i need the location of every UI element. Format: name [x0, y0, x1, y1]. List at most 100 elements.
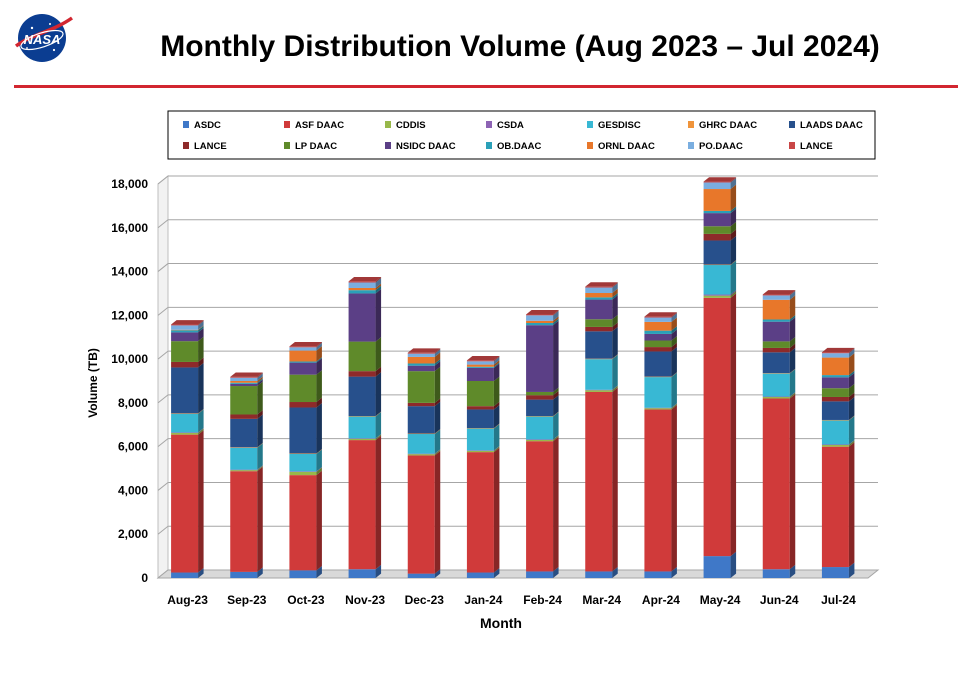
bar-side [257, 465, 263, 472]
bar-side [375, 366, 382, 377]
bar-face [526, 320, 554, 323]
bar-face [585, 571, 613, 578]
bar-side [198, 363, 204, 414]
bar-side [257, 443, 263, 470]
bar-side [671, 329, 677, 341]
bar-side [198, 328, 204, 342]
bar-segment [407, 401, 441, 434]
bar-face [230, 377, 258, 381]
bar-side [434, 359, 441, 366]
bar-side [730, 260, 737, 295]
bar-side [671, 342, 677, 352]
bar-segment [526, 435, 559, 440]
bar-side [612, 354, 618, 390]
bar-segment [821, 353, 855, 376]
bar-segment [644, 403, 677, 410]
bar-side [316, 403, 322, 454]
bar-side [316, 449, 322, 472]
bar-side [612, 354, 618, 360]
bar-face [821, 388, 849, 397]
bar-side [789, 343, 796, 353]
bar-face [407, 406, 435, 434]
bar-segment [703, 206, 737, 214]
bar-segment [407, 366, 441, 403]
bar-side [553, 316, 559, 323]
bar-face [348, 438, 376, 441]
bar-face [407, 365, 435, 372]
bar-face [348, 376, 376, 417]
bar-face [703, 181, 731, 183]
bar-side [553, 435, 559, 442]
bar-segment [289, 342, 322, 348]
bar-side [493, 447, 500, 573]
bar-segment [348, 433, 382, 439]
bar-segment [526, 310, 559, 316]
bar-face [821, 353, 849, 358]
bar-segment [171, 357, 204, 368]
bar-side [257, 381, 263, 415]
legend-label: LANCE [194, 141, 227, 152]
bar-face [466, 367, 494, 381]
bar-face [289, 570, 317, 578]
bar-side [316, 346, 322, 362]
bar-segment [289, 397, 322, 408]
bar-segment [703, 260, 737, 266]
bar-segment [526, 435, 559, 442]
bar-face [762, 321, 790, 342]
bar-face [762, 569, 790, 578]
bar-segment [526, 436, 559, 572]
bar-segment [348, 435, 382, 570]
bar-face [762, 373, 790, 397]
bar-segment [644, 317, 677, 331]
bar-stack-apr-24 [644, 312, 677, 578]
bar-face [703, 210, 731, 214]
bar-segment [644, 405, 677, 572]
bar-segment [348, 372, 382, 417]
bar-segment [644, 347, 677, 377]
bar-segment [348, 285, 382, 294]
bar-segment [289, 342, 322, 351]
bar-segment [466, 376, 500, 407]
bar-face [526, 439, 554, 442]
gridline [157, 219, 878, 229]
bar-side [493, 356, 500, 365]
bar-stack-aug-23 [171, 320, 204, 578]
bar-segment [703, 290, 737, 296]
y-tick-label: 6,000 [118, 440, 148, 454]
bar-segment [348, 337, 382, 372]
bar-side [198, 325, 204, 333]
bar-segment [348, 277, 382, 283]
bar-side [789, 295, 796, 320]
legend-item: GHRC DAAC [688, 120, 757, 131]
bar-segment [762, 336, 796, 348]
bar-segment [703, 236, 737, 265]
bar-side [375, 372, 382, 417]
gridline [157, 350, 878, 360]
bar-segment [289, 346, 322, 362]
bar-side [730, 236, 737, 265]
bar-segment [171, 321, 204, 330]
x-tick-label: May-24 [700, 593, 741, 607]
gridline [157, 263, 878, 272]
bar-segment [348, 278, 382, 288]
bar-top [466, 356, 500, 361]
bar-face [407, 454, 435, 456]
bar-segment [585, 288, 618, 298]
bar-face [230, 447, 258, 448]
bar-side [434, 569, 441, 578]
bar-segment [230, 372, 263, 378]
bar-side [612, 387, 618, 572]
bar-side [730, 293, 737, 557]
bar-side [198, 357, 204, 368]
bar-segment [230, 410, 263, 419]
bar-face [585, 358, 613, 360]
bar-side [375, 411, 382, 417]
bar-segment [821, 415, 855, 421]
bar-face [821, 444, 849, 445]
x-tick-label: Jan-24 [464, 593, 502, 607]
bar-face [526, 314, 554, 316]
bar-segment [407, 569, 441, 578]
bar-side [671, 403, 677, 410]
bar-face [407, 356, 435, 364]
x-tick-label: Mar-24 [582, 593, 621, 607]
